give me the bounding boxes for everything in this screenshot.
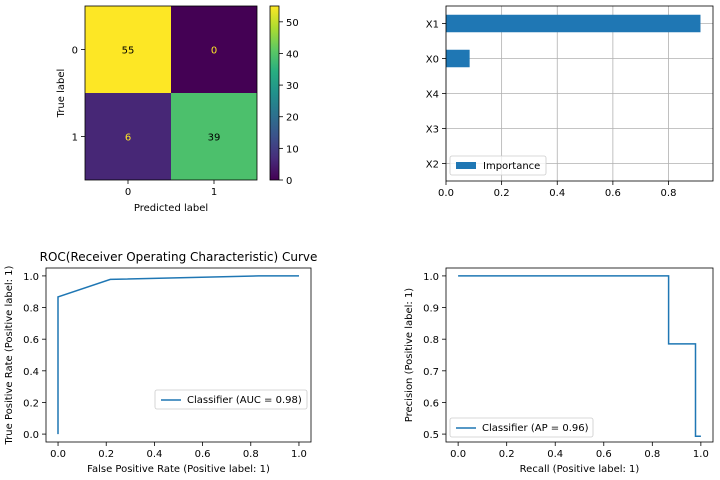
y-axis-label: True label (56, 69, 67, 119)
x-tick-label: 0.2 (499, 449, 515, 460)
colorbar (269, 5, 280, 181)
x-tick-label: 0 (125, 187, 131, 198)
y-tick-label: 1.0 (23, 272, 39, 283)
y-tick-label: 0.6 (423, 398, 439, 409)
legend: Classifier (AUC = 0.98) (154, 389, 308, 410)
x-axis-label: Predicted label (134, 203, 208, 214)
x-tick-label: 0.8 (243, 449, 259, 460)
axes-frame (445, 267, 714, 443)
x-tick-label: 0.2 (98, 449, 114, 460)
y-tick-label: X1 (426, 20, 439, 31)
y-axis-label: True Positive Rate (Positive label: 1) (4, 265, 15, 445)
x-tick-label: 0.0 (438, 188, 454, 199)
x-tick-label: 0.6 (195, 449, 211, 460)
y-tick-label: 1.0 (423, 272, 439, 283)
matrix-cell (85, 93, 171, 180)
x-tick-label: 1.0 (291, 449, 307, 460)
legend-label: Importance (483, 161, 540, 172)
feature-importance-panel: X1 X0 X4 X3 X2 0.0 0.2 0.4 0.6 0.8 Importance (426, 5, 714, 199)
legend-label: Classifier (AP = 0.96) (482, 423, 589, 434)
precision-recall-panel: 0.0 0.2 0.4 0.6 0.8 1.0 0.5 0.6 0.7 0.8 0.9 1.0 Reca… (404, 267, 714, 475)
x-tick-label: 0.8 (661, 188, 677, 199)
legend-box (449, 155, 547, 176)
importance-bar (446, 49, 470, 68)
y-tick-label: 0.7 (423, 367, 439, 378)
y-tick-label: 0.5 (423, 430, 439, 441)
x-tick-label: 0.4 (146, 449, 162, 460)
matrix-cell (171, 6, 257, 93)
matrix-cell (171, 93, 257, 180)
axes-frame (445, 5, 714, 182)
curve-line (458, 275, 701, 438)
y-tick-label: X4 (426, 90, 439, 101)
y-tick-label: 0.0 (23, 430, 39, 441)
chart-title: ROC(Receiver Operating Characteristic) C… (40, 250, 318, 264)
curve-line (57, 275, 299, 435)
cell-value-label: 0 (211, 46, 217, 57)
y-tick-label: 1 (72, 133, 78, 144)
legend-box (449, 417, 594, 438)
legend: Importance (449, 155, 547, 176)
y-tick-label: 0.4 (23, 367, 39, 378)
legend-label: Classifier (AUC = 0.98) (187, 395, 302, 406)
importance-bar (446, 14, 701, 33)
x-tick-label: 1.0 (693, 449, 709, 460)
x-tick-label: 0.6 (596, 449, 612, 460)
colorbar-tick-label: 20 (286, 113, 299, 124)
y-tick-label: X0 (426, 55, 439, 66)
y-axis-label: Precision (Positive label: 1) (404, 288, 415, 423)
x-axis-label: Recall (Positive label: 1) (520, 464, 640, 475)
cell-value-label: 55 (122, 46, 135, 57)
legend-swatch (456, 162, 476, 169)
y-tick-label: 0.8 (423, 335, 439, 346)
y-tick-label: 0 (72, 46, 78, 57)
x-tick-label: 0.8 (644, 449, 660, 460)
x-axis-label: False Positive Rate (Positive label: 1) (87, 464, 270, 475)
x-tick-label: 1 (211, 187, 217, 198)
y-tick-label: 0.9 (423, 304, 439, 315)
y-tick-label: 0.8 (23, 304, 39, 315)
colorbar-tick-label: 30 (286, 81, 299, 92)
x-tick-label: 0.0 (50, 449, 66, 460)
roc-curve-panel: 0.0 0.2 0.4 0.6 0.8 1.0 0.0 0.2 0.4 0.6 0.8 1.0 Fals… (4, 250, 317, 475)
x-tick-label: 0.0 (450, 449, 466, 460)
y-tick-label: X2 (426, 160, 439, 171)
matrix-cell (85, 6, 171, 93)
colorbar-tick-label: 0 (286, 176, 292, 187)
x-tick-label: 0.2 (494, 188, 510, 199)
y-tick-label: 0.6 (23, 335, 39, 346)
axes-frame (45, 267, 312, 443)
cell-value-label: 6 (125, 133, 131, 144)
colorbar-tick-label: 10 (286, 144, 299, 155)
legend: Classifier (AP = 0.96) (449, 417, 594, 438)
colorbar-tick-label: 50 (286, 18, 299, 29)
y-tick-label: X3 (426, 125, 439, 136)
colorbar-tick-label: 40 (286, 49, 299, 60)
legend-box (154, 389, 308, 410)
cell-value-label: 39 (208, 133, 221, 144)
x-tick-label: 0.6 (605, 188, 621, 199)
y-tick-label: 0.2 (23, 398, 39, 409)
x-tick-label: 0.4 (547, 449, 563, 460)
axes-frame (84, 5, 258, 181)
x-tick-label: 0.4 (549, 188, 565, 199)
